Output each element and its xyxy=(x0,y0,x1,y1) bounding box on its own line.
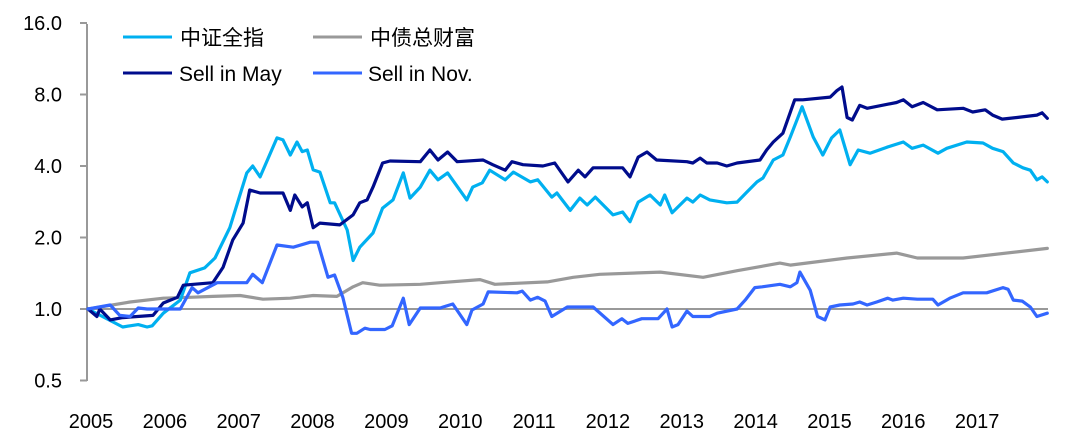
y-tick-label: 2.0 xyxy=(34,228,62,250)
legend-item-bond-total-wealth[interactable]: 中债总财富 xyxy=(313,27,475,50)
legend-label: Sell in May xyxy=(179,63,282,86)
y-ticks: 0.5 1.0 2.0 4.0 8.0 16.0 xyxy=(23,13,87,393)
series-line-sell-in-may xyxy=(86,85,1049,322)
series-line-bond-total-wealth xyxy=(86,246,1049,311)
x-tick-label: 2013 xyxy=(660,411,705,433)
legend-label: Sell in Nov. xyxy=(368,63,473,86)
legend: 中证全指 中债总财富 Sell in May Sell in Nov. xyxy=(123,27,475,86)
y-tick-label: 16.0 xyxy=(23,13,62,35)
x-tick-label: 2016 xyxy=(881,411,926,433)
series-group xyxy=(86,85,1049,335)
x-tick-label: 2014 xyxy=(733,411,778,433)
x-tick-label: 2015 xyxy=(807,411,852,433)
x-tick-label: 2009 xyxy=(364,411,409,433)
x-tick-label: 2010 xyxy=(438,411,483,433)
y-tick-label: 8.0 xyxy=(34,85,62,107)
legend-label: 中证全指 xyxy=(180,27,264,50)
x-tick-label: 2007 xyxy=(216,411,261,433)
legend-item-sell-in-may[interactable]: Sell in May xyxy=(123,63,282,86)
x-tick-label: 2017 xyxy=(955,411,1000,433)
series-line-sell-in-nov xyxy=(86,240,1049,335)
y-tick-label: 0.5 xyxy=(34,371,62,393)
legend-label: 中债总财富 xyxy=(370,27,475,50)
y-tick-label: 4.0 xyxy=(34,156,62,178)
x-tick-label: 2006 xyxy=(143,411,188,433)
legend-item-sell-in-nov[interactable]: Sell in Nov. xyxy=(313,63,473,86)
x-tick-label: 2012 xyxy=(586,411,631,433)
x-tick-label: 2008 xyxy=(290,411,335,433)
x-tick-label: 2011 xyxy=(513,411,556,433)
y-tick-label: 1.0 xyxy=(34,299,62,321)
legend-item-csi-all[interactable]: 中证全指 xyxy=(123,27,264,50)
series-line-csi-all xyxy=(86,105,1049,329)
x-tick-label: 2005 xyxy=(69,411,114,433)
x-ticks: 2005 2006 2007 2008 2009 2010 2011 2012 2013 2014… xyxy=(69,411,1000,433)
